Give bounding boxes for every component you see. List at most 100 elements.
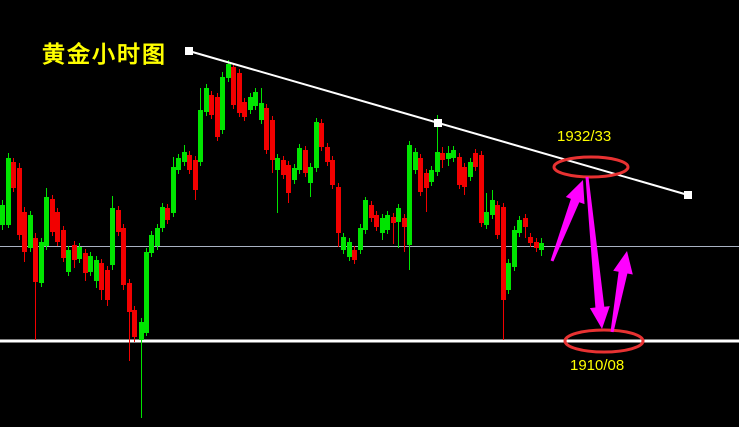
candle-body [534,242,539,248]
candle-body [187,155,192,170]
candle-body [44,197,49,246]
candle-body [429,170,434,182]
candle-body [402,218,407,227]
candle-body [22,212,27,252]
candle-body [209,95,214,115]
resistance-ellipse[interactable] [552,155,630,179]
candle-body [407,145,412,245]
candle-body [77,247,82,259]
candle-body [139,322,144,340]
candles-layer [0,60,544,418]
candle-body [182,152,187,162]
candle-body [105,270,110,300]
candle-body [165,208,170,220]
candle-body [110,208,115,265]
arrow-up-to-resistance[interactable] [550,180,585,262]
candle-body [506,263,511,290]
support-ellipse[interactable] [563,328,645,354]
candle-body [385,215,390,230]
candle-body [319,123,324,147]
candle-body [440,153,445,160]
candle-body [473,153,478,167]
candle-body [17,168,22,235]
trendline-handle[interactable] [684,191,692,199]
candle-body [220,77,225,130]
candle-body [424,173,429,188]
candle-body [215,97,220,137]
candle-body [160,207,165,228]
chart-title: 黄金小时图 [42,42,167,68]
candle-body [457,157,462,185]
candle-body [176,158,181,170]
candle-body [308,167,313,183]
candle-body [369,205,374,218]
candle-body [380,218,385,233]
candle-body [314,122,319,168]
candle-body [462,167,467,187]
candle-body [374,215,379,227]
candle-body [286,165,291,193]
candle-body [61,230,66,258]
candle-body [358,228,363,250]
trendline-handle[interactable] [185,47,193,55]
candle-body [451,150,456,158]
candle-body [539,243,544,250]
candle-body [0,205,5,225]
candle-body [144,252,149,333]
candle-body [468,162,473,177]
candle-body [517,220,522,233]
candle-body [325,147,330,162]
candle-body [336,187,341,233]
candle-body [193,160,198,190]
candle-body [94,260,99,281]
candle-body [226,64,231,78]
candle-body [55,212,60,242]
candle-body [242,102,247,117]
arrow-up-from-support[interactable] [610,251,633,333]
candle-body [149,235,154,253]
candle-body [237,73,242,113]
candle-body [50,199,55,232]
candle-body [281,160,286,175]
candle-body [363,200,368,230]
candle-body [6,158,11,225]
candle-body [523,218,528,227]
support-label: 1910/08 [570,357,625,374]
candle-body [341,237,346,250]
candle-body [418,158,423,192]
trendline-handle[interactable] [434,119,442,127]
candle-body [88,256,93,272]
candle-body [303,150,308,173]
candle-body [275,158,280,170]
candle-body [413,152,418,170]
candle-body [204,88,209,112]
candle-body [248,97,253,110]
candle-body [297,148,302,170]
candle-body [198,110,203,162]
candle-body [155,228,160,246]
candle-body [292,168,297,180]
candle-body [479,155,484,223]
candle-body [72,245,77,260]
candle-body [391,217,396,223]
arrow-down-to-support[interactable] [585,176,610,329]
candle-body [501,207,506,300]
candle-body [231,67,236,105]
candle-body [11,162,16,188]
candle-body [495,205,500,235]
candle-body [253,92,258,106]
candle-body [490,200,495,215]
candle-body [330,160,335,185]
candle-body [66,250,71,272]
candle-body [435,152,440,172]
candle-body [446,153,451,159]
candle-body [528,237,533,243]
candle-body [270,120,275,160]
candle-body [28,215,33,248]
candle-body [259,103,264,120]
candle-body [352,250,357,260]
resistance-label: 1932/33 [557,128,612,145]
candle-body [39,242,44,283]
candle-body [121,228,126,285]
